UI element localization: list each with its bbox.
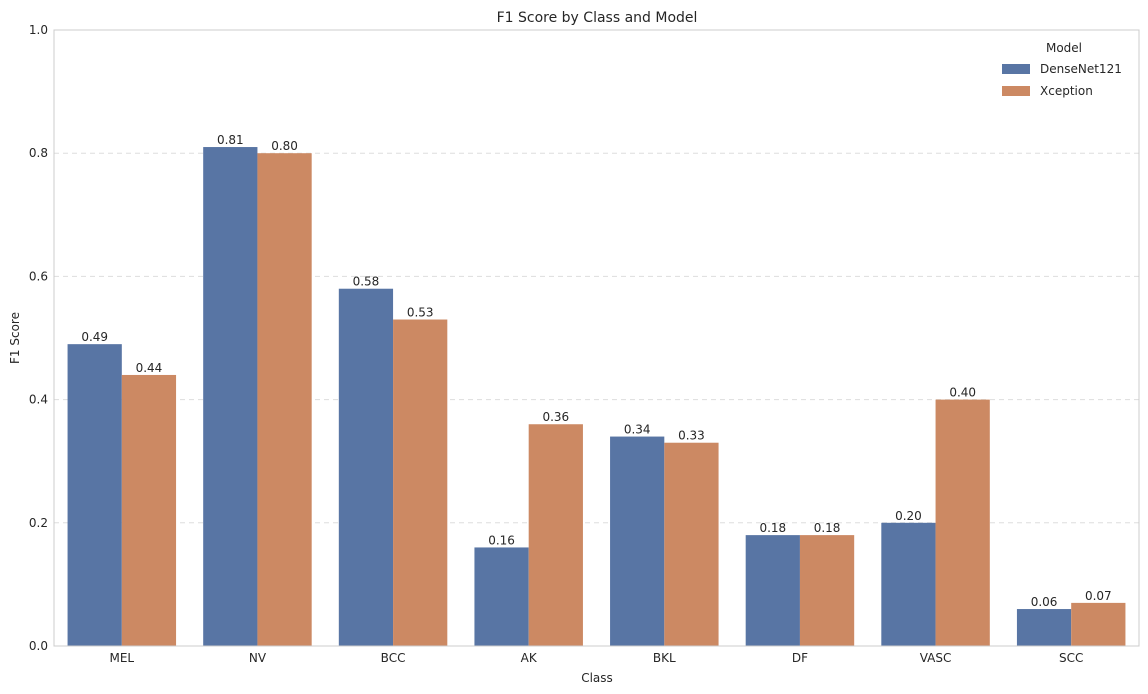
x-tick-label: VASC bbox=[920, 651, 952, 665]
bar-value-label: 0.53 bbox=[407, 306, 434, 320]
bar-value-label: 0.49 bbox=[81, 330, 108, 344]
bar-xception-mel bbox=[121, 374, 177, 646]
legend-title: Model bbox=[1046, 41, 1082, 55]
y-tick-label: 0.8 bbox=[29, 146, 48, 160]
bar-xception-bkl bbox=[664, 442, 719, 646]
bar-densenet121-df bbox=[745, 535, 800, 646]
chart-title: F1 Score by Class and Model bbox=[497, 10, 698, 26]
legend-entry-label: Xception bbox=[1040, 84, 1093, 98]
bar-densenet121-vasc bbox=[881, 522, 936, 646]
x-tick-label: BKL bbox=[653, 651, 676, 665]
bar-value-label: 0.16 bbox=[488, 533, 515, 547]
x-axis-label: Class bbox=[581, 671, 613, 685]
y-axis-ticks: 0.0 0.2 0.4 0.6 0.8 1.0 bbox=[29, 23, 48, 653]
bar-value-label: 0.20 bbox=[895, 509, 922, 523]
bar-value-label: 0.36 bbox=[542, 410, 569, 424]
legend-entry-label: DenseNet121 bbox=[1040, 62, 1122, 76]
legend-swatch bbox=[1002, 64, 1030, 74]
y-tick-label: 0.0 bbox=[29, 639, 48, 653]
bar-xception-df bbox=[799, 535, 855, 646]
legend-swatch bbox=[1002, 86, 1030, 96]
x-axis-ticks: MEL NV BCC AK BKL DF VASC SCC bbox=[110, 651, 1084, 665]
y-tick-label: 0.4 bbox=[29, 393, 48, 407]
bar-xception-vasc bbox=[935, 399, 990, 646]
bar-value-label: 0.33 bbox=[678, 429, 705, 443]
bar-value-label: 0.58 bbox=[353, 275, 380, 289]
bar-value-label: 0.80 bbox=[271, 139, 298, 153]
x-tick-label: SCC bbox=[1059, 651, 1083, 665]
bar-value-label: 0.18 bbox=[814, 521, 841, 535]
bar-value-label: 0.07 bbox=[1085, 589, 1112, 603]
bar-value-label: 0.81 bbox=[217, 133, 244, 147]
y-tick-label: 0.2 bbox=[29, 516, 48, 530]
x-tick-label: MEL bbox=[110, 651, 135, 665]
bar-xception-scc bbox=[1071, 602, 1126, 646]
x-tick-label: NV bbox=[249, 651, 267, 665]
x-tick-label: AK bbox=[521, 651, 538, 665]
bar-xception-nv bbox=[257, 153, 312, 646]
x-tick-label: BCC bbox=[381, 651, 406, 665]
y-axis-label: F1 Score bbox=[8, 312, 22, 364]
bar-value-label: 0.34 bbox=[624, 423, 651, 437]
bar-value-label: 0.06 bbox=[1031, 595, 1058, 609]
bar-value-label: 0.44 bbox=[136, 361, 163, 375]
bar-value-label: 0.40 bbox=[949, 386, 976, 400]
plot-frame bbox=[53, 29, 1140, 647]
bar-densenet121-bcc bbox=[338, 288, 394, 646]
bar-densenet121-ak bbox=[474, 547, 529, 646]
bar-value-label: 0.18 bbox=[759, 521, 786, 535]
bar-densenet121-bkl bbox=[610, 436, 665, 646]
y-tick-label: 1.0 bbox=[29, 23, 48, 37]
y-tick-label: 0.6 bbox=[29, 269, 48, 283]
bar-densenet121-mel bbox=[67, 344, 122, 646]
bar-xception-ak bbox=[528, 424, 583, 646]
bar-densenet121-scc bbox=[1016, 609, 1072, 646]
bars bbox=[67, 147, 1126, 647]
bar-labels: 0.49 0.44 0.81 0.80 0.58 0.53 0.16 0.36 0.34 0.33… bbox=[81, 133, 1111, 609]
bar-xception-bcc bbox=[393, 319, 448, 646]
legend: Model DenseNet121 Xception bbox=[1002, 41, 1122, 98]
x-tick-label: DF bbox=[792, 651, 808, 665]
bar-densenet121-nv bbox=[203, 147, 258, 647]
